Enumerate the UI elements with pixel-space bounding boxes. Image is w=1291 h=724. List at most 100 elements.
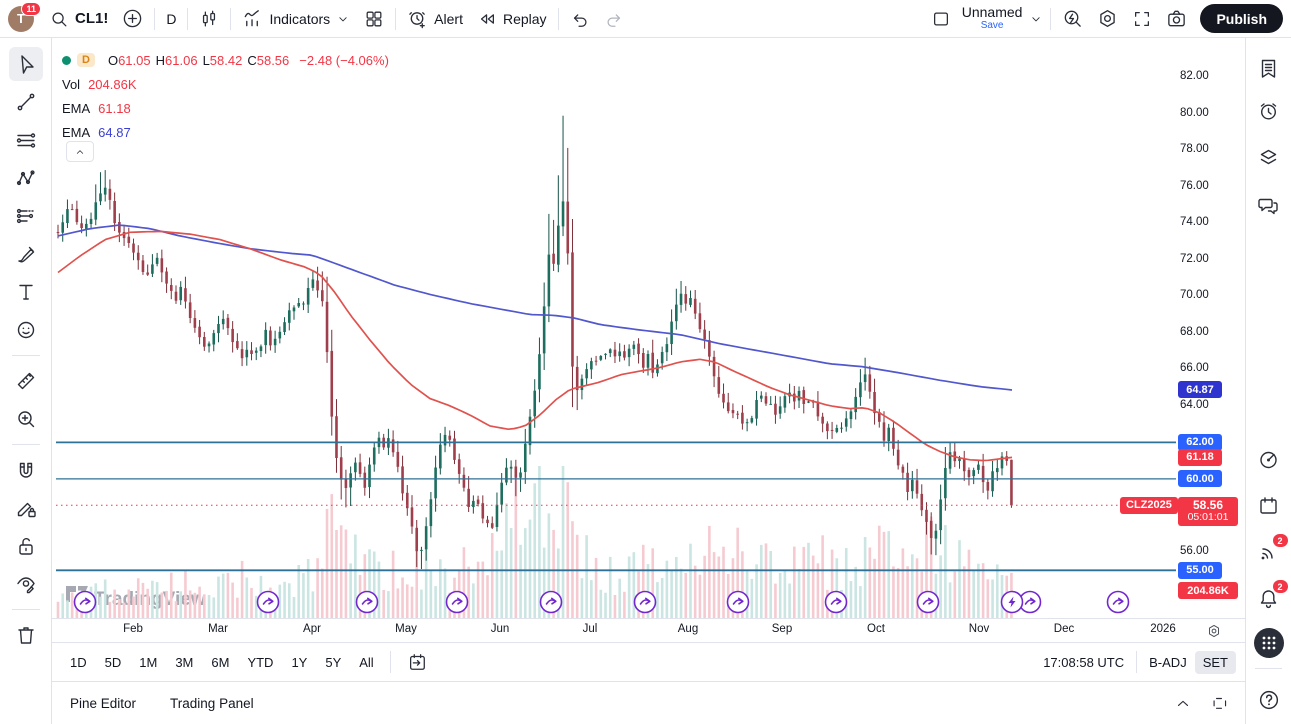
tool-drawing-mode-lock[interactable] [9,491,43,525]
zoom-in-icon [17,411,34,428]
alert-clock-icon [409,12,426,29]
contract-rollover-marker[interactable] [355,590,379,614]
right-sidebar: 2 2 [1245,38,1291,724]
tool-parallel-lines[interactable] [9,123,43,157]
compare-add-symbol-button[interactable] [115,5,150,33]
sidebar-apps-menu[interactable] [1252,626,1286,660]
tool-cursor[interactable] [8,47,43,81]
tool-trend-line[interactable] [9,85,43,119]
settlement-button[interactable]: SET [1194,650,1236,674]
alarm-clock-icon [1260,102,1277,120]
adjust-data-button[interactable]: B-ADJ [1149,654,1187,670]
avatar-initial: T [17,11,25,26]
time-axis-label: Jul [582,623,598,635]
contract-label[interactable]: CLZ2025 [1120,496,1178,514]
ema-slow-line[interactable] [57,224,1013,391]
user-avatar[interactable]: T 11 [8,1,41,32]
undo-icon [573,13,587,27]
sidebar-help[interactable] [1252,683,1286,717]
range-button-3m[interactable]: 3M [175,654,194,670]
contract-rollover-marker[interactable] [539,590,563,614]
ema-fast-line[interactable] [57,230,1013,462]
alert-button[interactable]: Alert [400,5,470,33]
volume-legend-row[interactable]: Vol 204.86K [62,72,389,96]
replay-button[interactable]: Replay [470,5,554,33]
toolbar-divider [11,355,40,356]
range-button-1d[interactable]: 1D [70,654,87,670]
tool-zoom-in[interactable] [9,402,43,436]
range-button-5y[interactable]: 5Y [325,654,342,670]
range-button-5d[interactable]: 5D [104,654,122,670]
sidebar-alerts[interactable] [1252,94,1286,128]
sidebar-calendar[interactable] [1252,488,1286,522]
ohlc-value: 58.42 [209,52,243,68]
tool-lock-all-drawings[interactable] [9,529,43,563]
contract-rollover-marker[interactable] [726,590,750,614]
contract-rollover-marker[interactable] [916,590,940,614]
chart-style-button[interactable] [192,5,226,33]
contract-rollover-marker[interactable] [1018,590,1042,614]
candlestick-series [56,115,1013,569]
tool-remove-drawings[interactable] [9,618,43,652]
contract-rollover-marker[interactable] [256,590,280,614]
ohlc-key: C [247,52,257,68]
series-legend-row[interactable]: D O61.05 H61.06 L58.42 C58.56 −2.48 (−4.06%… [62,48,389,72]
clock-utc[interactable]: 17:08:58 UTC [1043,654,1125,670]
trading-panel-tab[interactable]: Trading Panel [170,695,254,711]
tool-measure[interactable] [9,364,43,398]
snapshot-button[interactable] [1159,5,1194,33]
ohlc-value: 58.56 [256,52,290,68]
sidebar-screener[interactable] [1252,442,1286,476]
range-button-1y[interactable]: 1Y [291,654,308,670]
publish-button[interactable]: Publish [1200,4,1283,33]
indicators-button[interactable]: Indicators [235,5,357,33]
price-axis[interactable]: 82.00 80.00 78.00 76.00 74.00 72.00 70.00 68.00… [1176,38,1246,642]
sidebar-object-tree[interactable] [1252,140,1286,174]
range-button-all[interactable]: All [359,654,374,670]
symbol-search-button[interactable]: CL1! [42,5,115,33]
range-button-6m[interactable]: 6M [211,654,230,670]
sidebar-notifications[interactable]: 2 [1252,579,1289,615]
legend-collapse-button[interactable] [66,141,94,162]
chart-plot-area[interactable]: TradingView [52,38,1176,642]
contract-rollover-lightning-marker[interactable] [1000,590,1024,614]
layout-menu-chevron[interactable] [1026,5,1046,33]
layout-name: Unnamed [961,3,1023,20]
expand-panel-chevron-icon[interactable] [1174,694,1192,712]
tool-forecast[interactable] [9,199,43,233]
indicator-legend-row[interactable]: EMA 64.87 [62,120,389,144]
tool-magnet[interactable] [9,453,43,487]
indicator-legend-row[interactable]: EMA 61.18 [62,96,389,120]
notifications-count-badge: 11 [21,1,41,16]
sidebar-watchlist[interactable] [1252,51,1286,85]
range-button-ytd[interactable]: YTD [247,654,274,670]
interval-button[interactable]: D [159,5,183,33]
contract-rollover-marker[interactable] [633,590,657,614]
save-layout-button[interactable]: Unnamed Save [958,3,1027,32]
time-axis[interactable]: Feb Mar Apr May Jun Jul Aug Sep Oct Nov Dec 2026 [52,618,1246,643]
settings-button[interactable] [1090,5,1125,33]
range-button-1m[interactable]: 1M [139,654,158,670]
sidebar-ideas-stream[interactable]: 2 [1252,533,1289,569]
layout-templates-button[interactable] [357,5,391,33]
pine-editor-tab[interactable]: Pine Editor [70,695,137,711]
goto-date-button[interactable] [399,649,435,675]
axis-settings-gear-icon[interactable] [1206,623,1222,639]
maximize-panel-icon[interactable] [1210,694,1228,712]
layout-select-button[interactable] [924,5,958,33]
tool-xabcd-pattern[interactable] [9,161,43,195]
contract-rollover-marker[interactable] [824,590,848,614]
contract-rollover-marker[interactable] [445,590,469,614]
undo-button[interactable] [563,5,597,33]
contract-rollover-marker[interactable] [73,590,97,614]
price-tick: 68.00 [1180,325,1209,338]
tool-text[interactable] [9,275,43,309]
tool-emoji[interactable] [9,313,43,347]
contract-rollover-marker[interactable] [1106,590,1130,614]
tool-hide-drawings[interactable] [9,567,43,601]
tool-brush[interactable] [9,237,43,271]
sidebar-chat[interactable] [1252,188,1286,222]
fullscreen-button[interactable] [1125,5,1159,33]
quick-search-button[interactable] [1055,5,1090,33]
redo-button[interactable] [597,5,631,33]
